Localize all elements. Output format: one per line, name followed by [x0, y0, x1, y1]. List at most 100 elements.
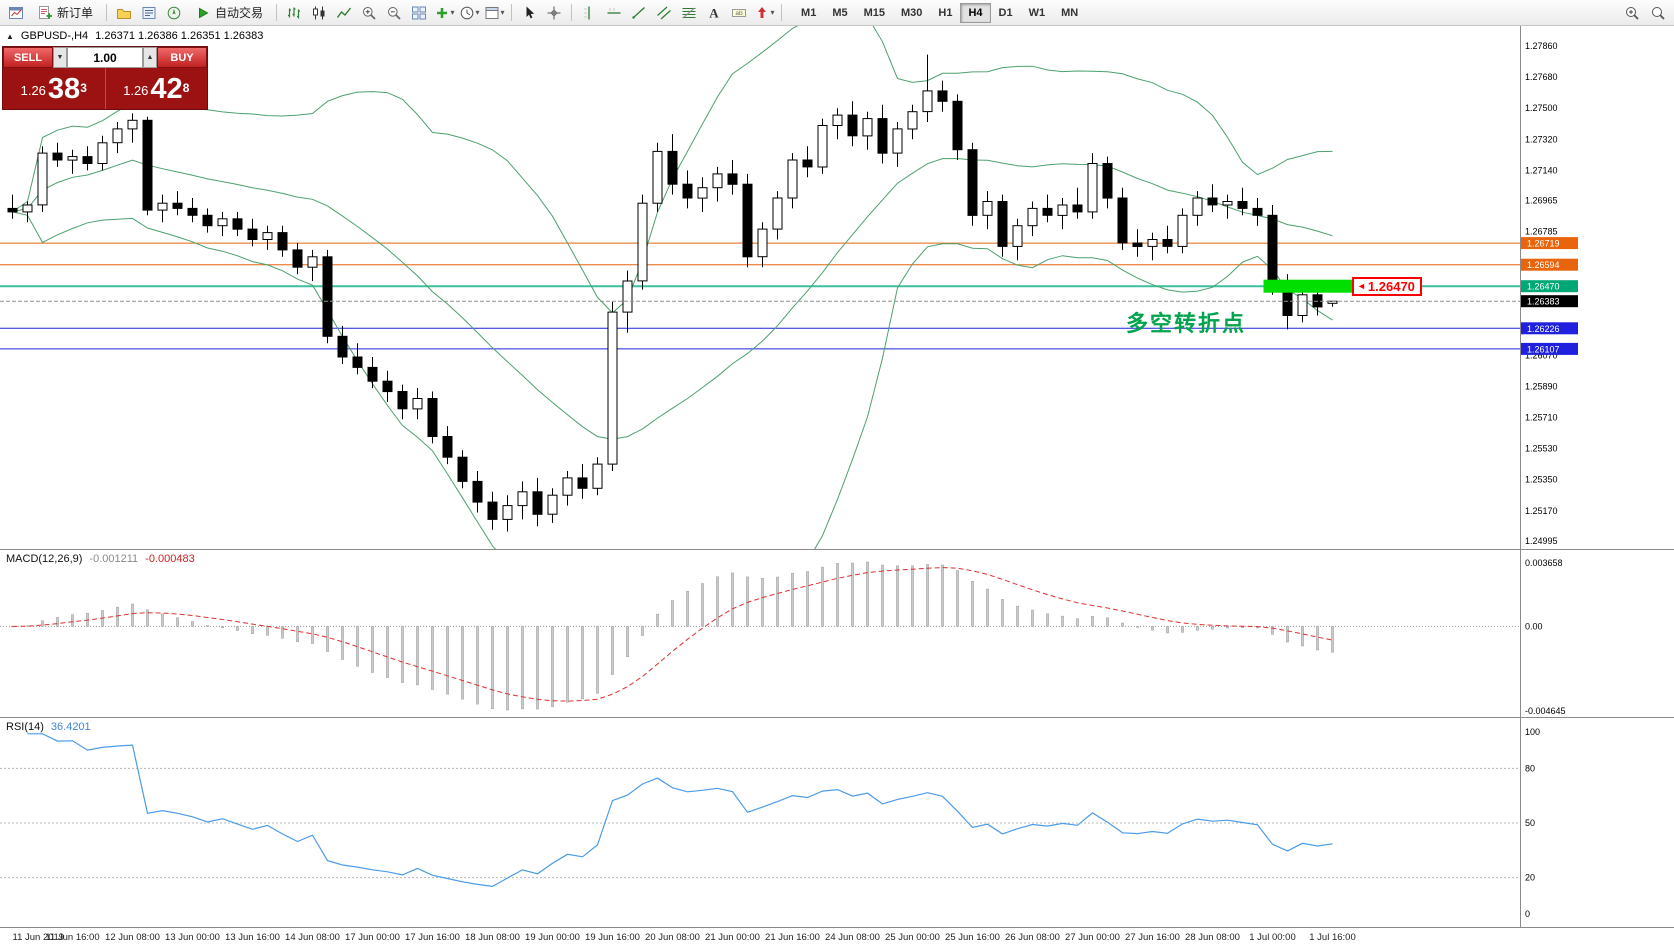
vertical-line-icon: [584, 6, 590, 19]
rsi-axis[interactable]: 100 80 50 20 0: [1520, 718, 1541, 928]
bars-chart-icon[interactable]: [282, 2, 306, 24]
text-icon[interactable]: A: [702, 2, 726, 24]
time-label: 12 Jun 08:00: [105, 932, 160, 943]
timeframe-h4-button[interactable]: H4: [960, 2, 991, 23]
sell-price[interactable]: 1.26 38 3: [3, 68, 105, 109]
new-chart-icon[interactable]: [4, 2, 28, 24]
sell-price-sup: 3: [80, 81, 87, 95]
indicators-icon[interactable]: ▾: [432, 2, 456, 24]
magnifier-plus-icon[interactable]: [1620, 2, 1644, 24]
horizontal-line-icon[interactable]: [602, 2, 626, 24]
buy-button[interactable]: BUY: [157, 47, 207, 68]
time-label: 14 Jun 08:00: [285, 932, 340, 943]
indicators-icon: [436, 7, 447, 18]
timeframe-m5-button[interactable]: M5: [824, 3, 855, 23]
volume-input[interactable]: [67, 47, 143, 68]
svg-text:1.27500: 1.27500: [1525, 103, 1558, 113]
line-chart-icon: [336, 7, 352, 18]
navigator-icon: [167, 6, 181, 19]
new-chart-icon: [9, 6, 23, 19]
volume-decrease-button[interactable]: ▼: [53, 47, 67, 68]
crosshair-icon: [547, 6, 561, 19]
crosshair-icon[interactable]: [542, 2, 566, 24]
svg-text:1.25890: 1.25890: [1525, 381, 1558, 391]
magnifier-icon[interactable]: [1646, 2, 1670, 24]
timeframe-w1-button[interactable]: W1: [1021, 3, 1054, 23]
tile-windows-icon[interactable]: [407, 2, 431, 24]
svg-text:0.003658: 0.003658: [1525, 558, 1563, 568]
svg-text:1.25170: 1.25170: [1525, 506, 1558, 516]
market-watch-icon[interactable]: [137, 2, 161, 24]
timeframe-m1-button[interactable]: M1: [793, 3, 824, 23]
time-label: 21 Jun 00:00: [705, 932, 760, 943]
label-icon[interactable]: ab: [727, 2, 751, 24]
macd-plot[interactable]: 0.003658 0.00 -0.004645: [0, 550, 1674, 718]
rsi-plot[interactable]: 100 80 50 20 0: [0, 718, 1674, 928]
macd-signal-value: -0.000483: [145, 553, 195, 565]
profiles-icon[interactable]: [112, 2, 136, 24]
channel-icon[interactable]: [652, 2, 676, 24]
timeframe-mn-button[interactable]: MN: [1053, 3, 1086, 23]
volume-increase-button[interactable]: ▲: [143, 47, 157, 68]
arrows-icon: [757, 6, 766, 18]
time-label: 1 Jul 00:00: [1249, 932, 1296, 943]
callout-arrow-icon: ◄: [1357, 281, 1366, 292]
time-label: 20 Jun 08:00: [645, 932, 700, 943]
arrows-icon[interactable]: ▾: [752, 2, 776, 24]
buy-price[interactable]: 1.26 42 8: [104, 68, 208, 109]
main-chart-panel: 1.27860 1.27680 1.27500 1.27320 1.27140 1.269…: [0, 26, 1674, 550]
time-label: 21 Jun 16:00: [765, 932, 820, 943]
timeframe-m30-button[interactable]: M30: [893, 3, 930, 23]
bars-chart-icon: [288, 7, 301, 18]
time-label: 19 Jun 16:00: [585, 932, 640, 943]
templates-icon[interactable]: ▾: [482, 2, 506, 24]
sell-button[interactable]: SELL: [3, 47, 53, 68]
time-label: 27 Jun 16:00: [1125, 932, 1180, 943]
time-label: 17 Jun 00:00: [345, 932, 400, 943]
autotrading-button[interactable]: 自动交易: [187, 2, 271, 24]
magnifier-plus-icon: [1626, 6, 1639, 20]
candles-chart-icon: [313, 6, 325, 19]
templates-icon: [485, 6, 499, 19]
dropdown-caret-icon: ▾: [770, 8, 775, 17]
trendline-icon: [632, 6, 645, 19]
time-label: 19 Jun 00:00: [525, 932, 580, 943]
svg-text:1.25530: 1.25530: [1525, 444, 1558, 454]
new-order-button[interactable]: 新订单: [29, 2, 101, 24]
macd-axis[interactable]: 0.003658 0.00 -0.004645: [1520, 550, 1566, 718]
chart-ohlc-values: 1.26371 1.26386 1.26351 1.26383: [95, 30, 264, 42]
zoom-out-icon[interactable]: [382, 2, 406, 24]
zoom-in-icon[interactable]: [357, 2, 381, 24]
macd-main-value: -0.001211: [89, 553, 139, 565]
fibonacci-icon[interactable]: [677, 2, 701, 24]
trendline-icon[interactable]: [627, 2, 651, 24]
svg-text:1.27860: 1.27860: [1525, 41, 1558, 51]
candles-chart-icon[interactable]: [307, 2, 331, 24]
navigator-icon[interactable]: [162, 2, 186, 24]
chart-symbol-period: GBPUSD-,H4: [20, 30, 89, 42]
dropdown-caret-icon: ▾: [475, 8, 480, 17]
price-axis[interactable]: 1.27860 1.27680 1.27500 1.27320 1.27140 1.269…: [1520, 26, 1558, 550]
toolbar-separator: [511, 4, 513, 21]
vertical-line-icon[interactable]: [577, 2, 601, 24]
candles-layer: [7, 54, 1338, 532]
timeframe-m15-button[interactable]: M15: [856, 3, 893, 23]
rsi-label: RSI(14) 36.4201: [6, 721, 91, 733]
dropdown-caret-icon: ▾: [500, 8, 505, 17]
svg-text:1.25710: 1.25710: [1525, 412, 1558, 422]
zoom-out-icon: [388, 6, 401, 20]
periods-icon[interactable]: ▾: [457, 2, 481, 24]
svg-text:1.26785: 1.26785: [1525, 227, 1558, 237]
time-axis[interactable]: 11 Jun 2019 11 Jun 16:00 12 Jun 08:00 13 Ju…: [0, 928, 1674, 947]
timeframe-d1-button[interactable]: D1: [991, 3, 1021, 23]
time-label: 11 Jun 2019: [12, 932, 65, 943]
timeframe-h1-button[interactable]: H1: [930, 3, 960, 23]
buy-price-sup: 8: [182, 81, 190, 95]
cursor-icon[interactable]: [517, 2, 541, 24]
line-chart-icon[interactable]: [332, 2, 356, 24]
chart-annotation: 多空转折点: [1126, 311, 1247, 336]
main-chart-plot[interactable]: 1.27860 1.27680 1.27500 1.27320 1.27140 1.269…: [0, 26, 1674, 550]
macd-label: MACD(12,26,9) -0.001211 -0.000483: [6, 553, 195, 565]
macd-signal-line: [12, 567, 1333, 702]
